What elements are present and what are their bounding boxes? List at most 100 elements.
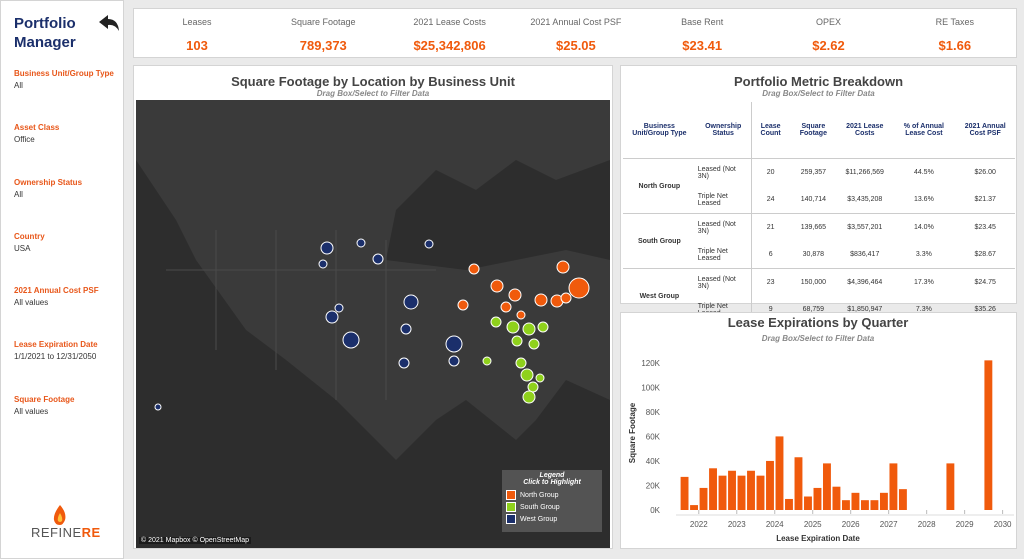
table-cell: 14.0% xyxy=(913,224,934,231)
chart-panel: Lease Expirations by Quarter Drag Box/Se… xyxy=(620,312,1017,549)
ownership-status: Leased (Not 3N) xyxy=(695,158,752,186)
map-bubbles xyxy=(154,238,590,411)
table-cell: $4,396,464 xyxy=(847,279,883,286)
table-cell: $26.00 xyxy=(974,169,996,176)
y-tick-label: 80K xyxy=(646,408,661,417)
bar xyxy=(898,489,907,510)
bar xyxy=(728,470,736,510)
kpi-label: 2021 Lease Costs xyxy=(413,17,486,27)
x-tick-label: 2026 xyxy=(842,520,860,529)
table-cell: $35.26 xyxy=(974,306,996,313)
filter[interactable]: Square Footage All values xyxy=(14,395,122,449)
x-tick-label: 2027 xyxy=(880,520,898,529)
bar xyxy=(775,436,784,510)
kpi-value: 103 xyxy=(186,38,208,53)
filter-value: All xyxy=(14,189,23,199)
column-header: Square Footage xyxy=(799,123,827,137)
x-tick-label: 2028 xyxy=(918,520,936,529)
kpi: OPEX $2.62 xyxy=(766,9,892,53)
legend-swatch xyxy=(506,502,516,512)
filter-value: All xyxy=(14,81,23,90)
column-header: % of Annual Lease Cost xyxy=(903,123,944,137)
table-cell: 139,665 xyxy=(800,224,827,231)
table-cell: $3,557,201 xyxy=(847,224,883,231)
legend-subtitle: Click to Highlight xyxy=(523,479,581,486)
filter[interactable]: Business Unit/Group Type All xyxy=(14,69,122,123)
filters: Business Unit/Group Type All Asset Class Of… xyxy=(14,69,122,449)
table-cell: $21.37 xyxy=(974,196,996,203)
filter[interactable]: Ownership Status All xyxy=(14,178,122,232)
filter-label: Square Footage xyxy=(14,394,75,404)
kpi: Square Footage 789,373 xyxy=(260,9,386,53)
map[interactable] xyxy=(136,100,610,548)
legend-item[interactable]: South Group xyxy=(506,501,602,513)
bar xyxy=(794,457,803,510)
table-cell: 6 xyxy=(768,251,773,258)
table-cell: $836,417 xyxy=(850,251,880,258)
kpi: 2021 Annual Cost PSF $25.05 xyxy=(513,9,639,53)
kpi-value: $25.05 xyxy=(556,38,596,53)
legend-item[interactable]: North Group xyxy=(506,489,602,501)
map-title: Square Footage by Location by Business U… xyxy=(231,74,515,89)
table-cell: 21 xyxy=(766,224,775,231)
ownership-status: Leased (Not 3N) xyxy=(695,213,752,241)
map-legend: Legend Click to Highlight North Group Sou… xyxy=(502,470,602,532)
legend-label: South Group xyxy=(520,503,560,511)
filter[interactable]: Asset Class Office xyxy=(14,123,122,177)
bar xyxy=(766,460,774,510)
y-tick-label: 40K xyxy=(646,457,661,466)
table-cell: $3,435,208 xyxy=(847,196,883,203)
filter-value: Office xyxy=(14,135,35,145)
chart-title: Lease Expirations by Quarter xyxy=(728,315,909,330)
kpi: 2021 Lease Costs $25,342,806 xyxy=(387,9,513,53)
table-cell: $28.67 xyxy=(974,251,996,258)
legend-label: West Group xyxy=(520,515,558,523)
logo-flame xyxy=(53,505,66,525)
metric-table: Business Unit/Group Type Ownership Status… xyxy=(623,102,1015,324)
kpi-label: Leases xyxy=(182,17,212,27)
legend-swatch xyxy=(506,514,516,524)
map-panel: Square Footage by Location by Business U… xyxy=(133,65,613,549)
filter-label: Country xyxy=(14,231,45,241)
column-header: 2021 Annual Cost PSF xyxy=(964,123,1006,137)
table-row: West Group Leased (Not 3N) 23 150,000 $4,396… xyxy=(623,268,1015,300)
back-button[interactable] xyxy=(97,13,121,33)
kpi-label: OPEX xyxy=(815,17,841,27)
table-cell: 44.5% xyxy=(913,169,934,176)
bar xyxy=(737,475,746,510)
table-cell: 140,714 xyxy=(800,196,827,203)
table-cell: $24.75 xyxy=(974,279,996,286)
bar xyxy=(699,487,708,510)
kpi-label: Base Rent xyxy=(681,17,724,27)
bar xyxy=(718,475,727,510)
table-cell: 259,357 xyxy=(800,169,827,176)
filter-value: All values xyxy=(14,298,49,308)
table-cell: 13.6% xyxy=(913,196,934,203)
legend-item[interactable]: West Group xyxy=(506,513,602,525)
bar xyxy=(889,463,898,510)
x-tick-label: 2025 xyxy=(804,520,822,529)
filter-value: All values xyxy=(14,406,49,416)
logo-text: REFINE xyxy=(31,525,82,540)
column-header: Lease Count xyxy=(760,123,781,137)
group-name: West Group xyxy=(639,292,680,300)
bar xyxy=(690,505,698,510)
filter-label: Asset Class xyxy=(14,123,60,133)
kpi: RE Taxes $1.66 xyxy=(892,9,1018,53)
bar xyxy=(984,360,993,510)
y-tick-label: 0K xyxy=(650,506,660,515)
ownership-status: Triple Net Leased xyxy=(695,241,752,269)
filter[interactable]: Country USA xyxy=(14,232,122,286)
x-tick-label: 2023 xyxy=(728,520,746,529)
y-axis-title: Square Footage xyxy=(628,402,637,463)
table-cell: $23.45 xyxy=(974,224,996,231)
legend-title: Legend xyxy=(539,472,565,479)
table-cell: $1,850,947 xyxy=(847,306,883,313)
bar xyxy=(747,470,755,510)
filter-label: Ownership Status xyxy=(14,177,83,187)
filter[interactable]: Lease Expiration Date 1/1/2021 to 12/31/2… xyxy=(14,340,122,394)
y-tick-label: 100K xyxy=(641,383,660,392)
filter[interactable]: 2021 Annual Cost PSF All values xyxy=(14,286,122,340)
table-row: Triple Net Leased 6 30,878 $836,417 3.3% $28.… xyxy=(623,241,1015,269)
kpi-value: $25,342,806 xyxy=(413,38,486,53)
